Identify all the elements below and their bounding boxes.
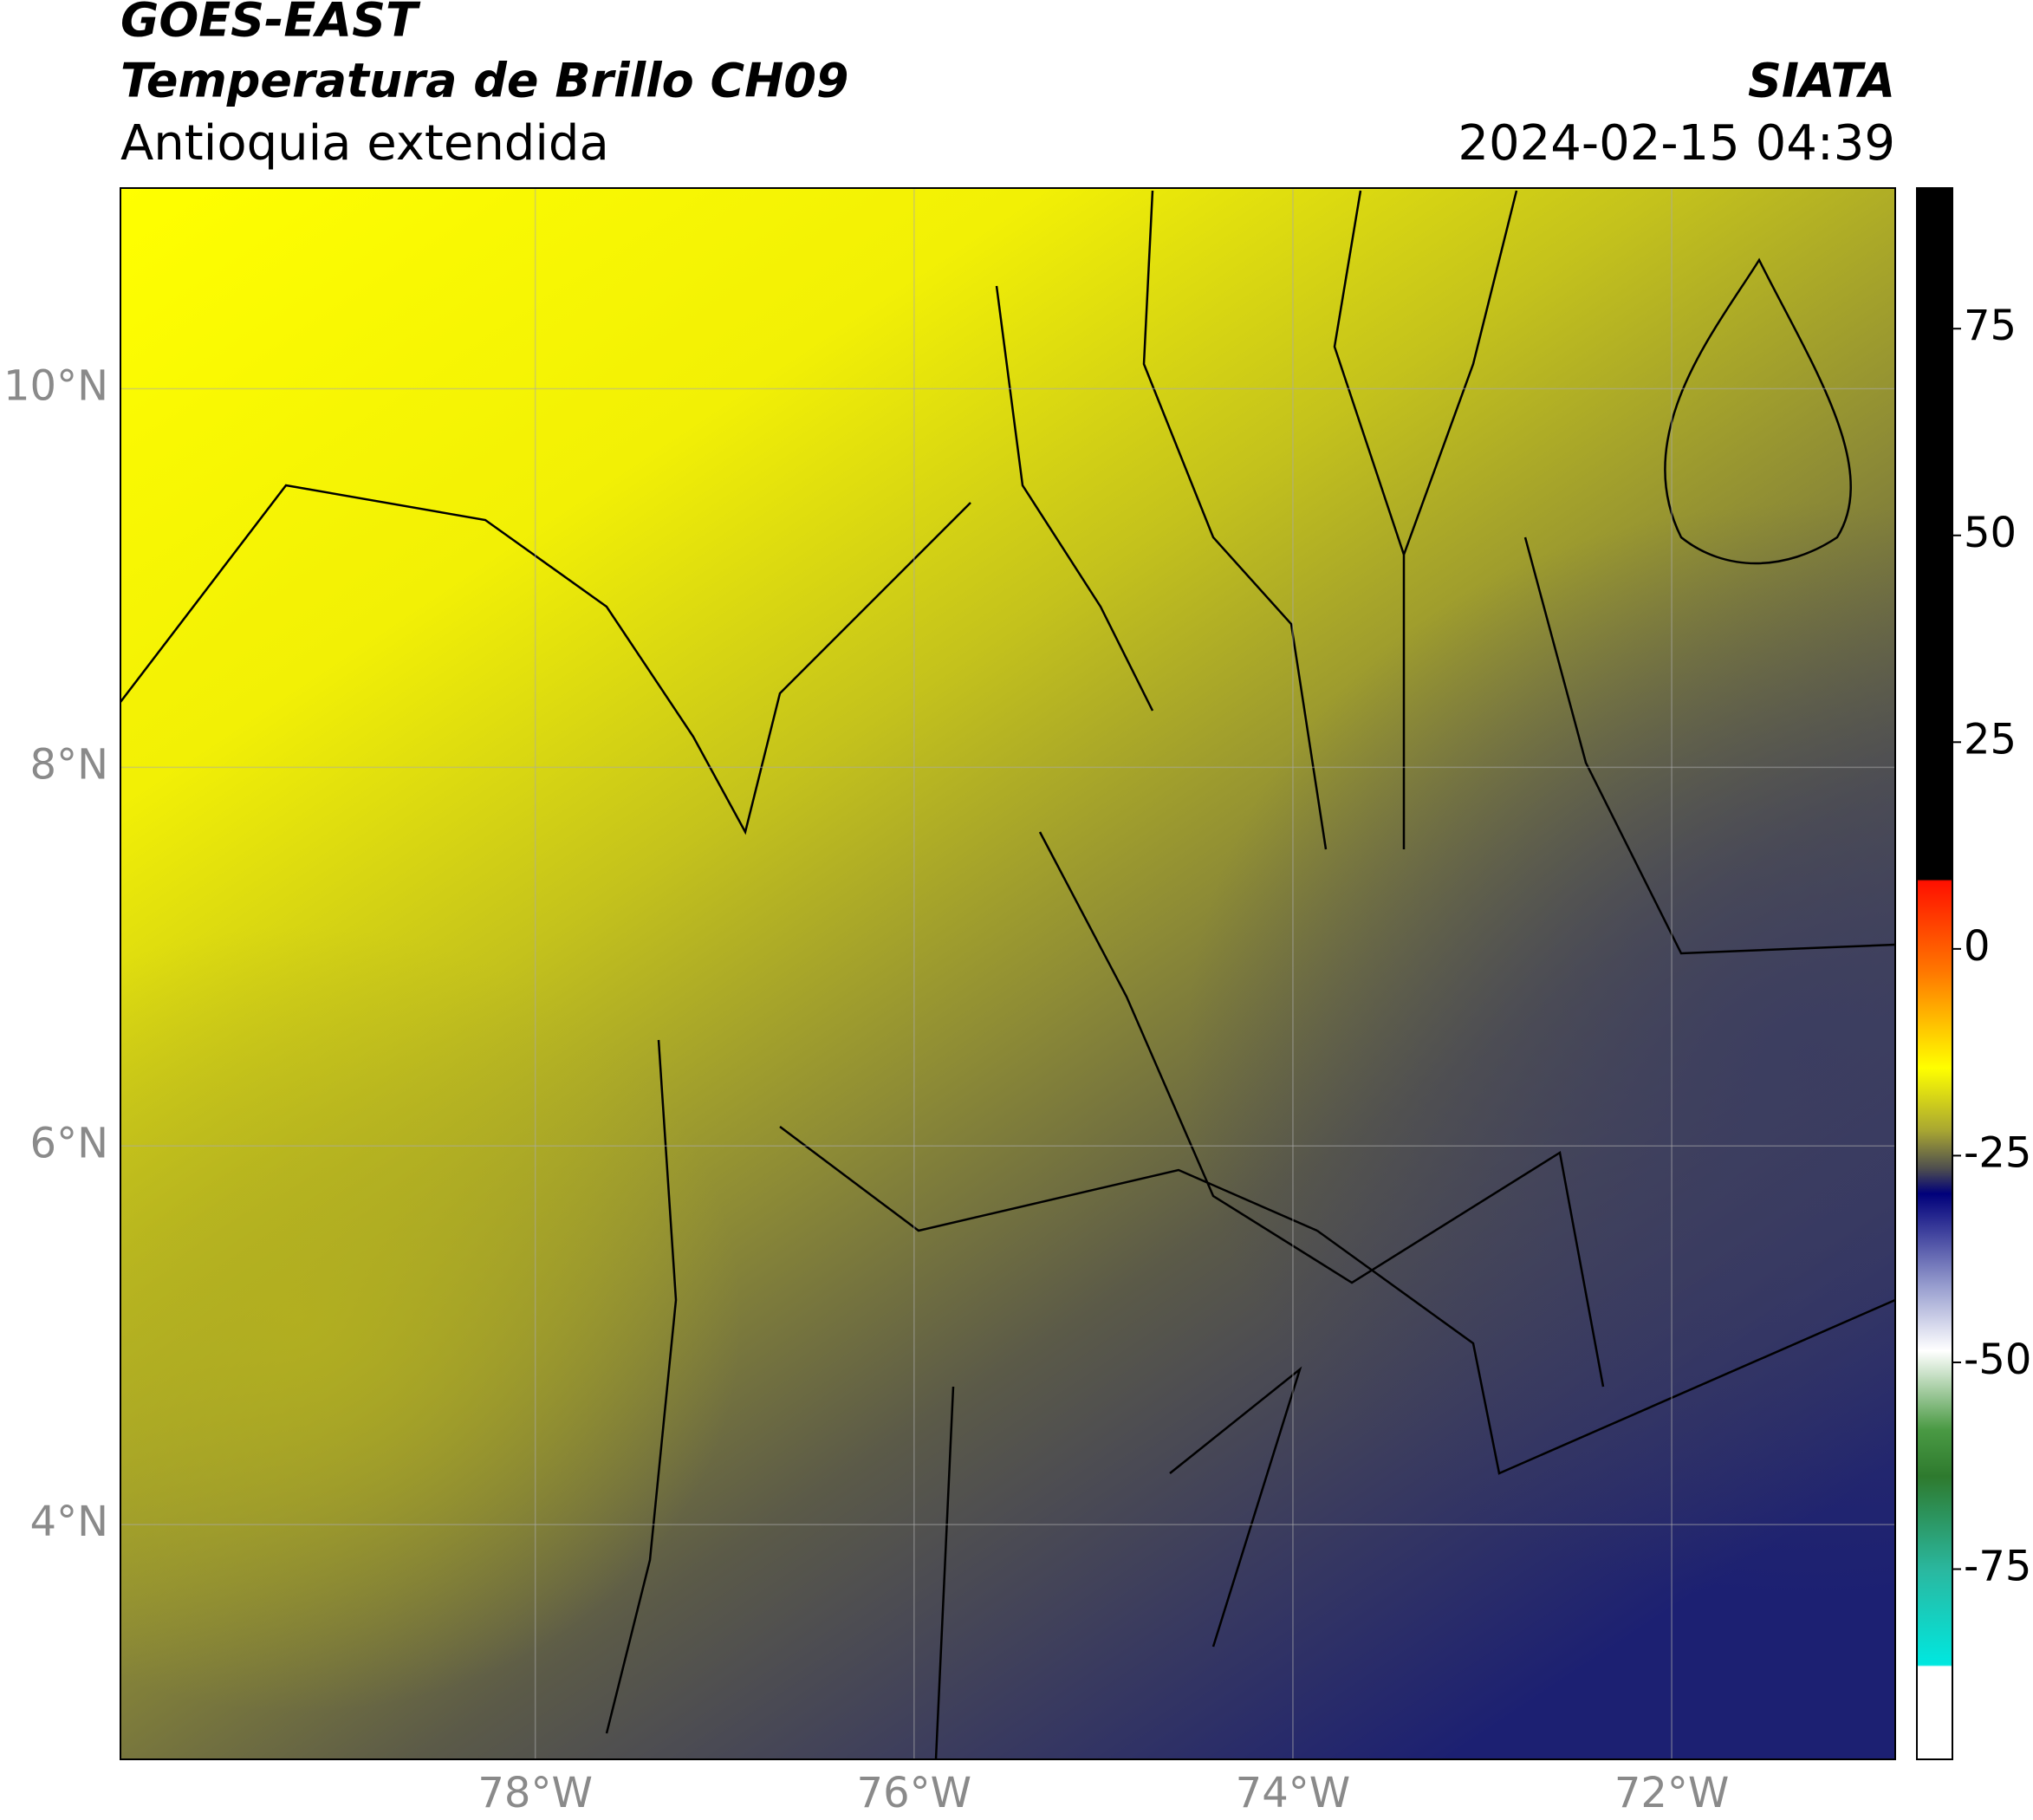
source: SIATA bbox=[1748, 54, 1895, 108]
subtitle: Temperatura de Brillo CH09 bbox=[120, 54, 849, 108]
grid bbox=[120, 188, 1895, 1759]
x-tick-label: 76°W bbox=[857, 1769, 972, 1817]
x-tick-label: 72°W bbox=[1614, 1769, 1730, 1817]
x-tick-label: 74°W bbox=[1236, 1769, 1351, 1817]
colorbar-label: -25 bbox=[1964, 1128, 2031, 1177]
borders bbox=[120, 190, 1896, 1760]
colorbar-label: 0 bbox=[1964, 922, 1991, 971]
y-tick-label: 4°N bbox=[30, 1498, 108, 1546]
colorbar-label: 25 bbox=[1964, 715, 2017, 764]
colorbar-label: -75 bbox=[1964, 1543, 2031, 1591]
y-tick-label: 10°N bbox=[3, 362, 108, 411]
y-tick-label: 6°N bbox=[30, 1119, 108, 1167]
satellite-image bbox=[120, 188, 1896, 1760]
colorbar-label: 75 bbox=[1964, 302, 2017, 350]
colorbar bbox=[1916, 187, 1953, 1760]
datetime: 2024-02-15 04:39 bbox=[1458, 115, 1895, 172]
colorbar-label: -50 bbox=[1964, 1336, 2031, 1384]
lake bbox=[1664, 257, 1852, 565]
map-frame bbox=[120, 187, 1896, 1760]
title: GOES-EAST bbox=[120, 0, 421, 48]
y-tick-label: 8°N bbox=[30, 740, 108, 789]
x-tick-label: 78°W bbox=[477, 1769, 593, 1817]
region: Antioquia extendida bbox=[120, 115, 609, 172]
colorbar-label: 50 bbox=[1964, 509, 2017, 557]
